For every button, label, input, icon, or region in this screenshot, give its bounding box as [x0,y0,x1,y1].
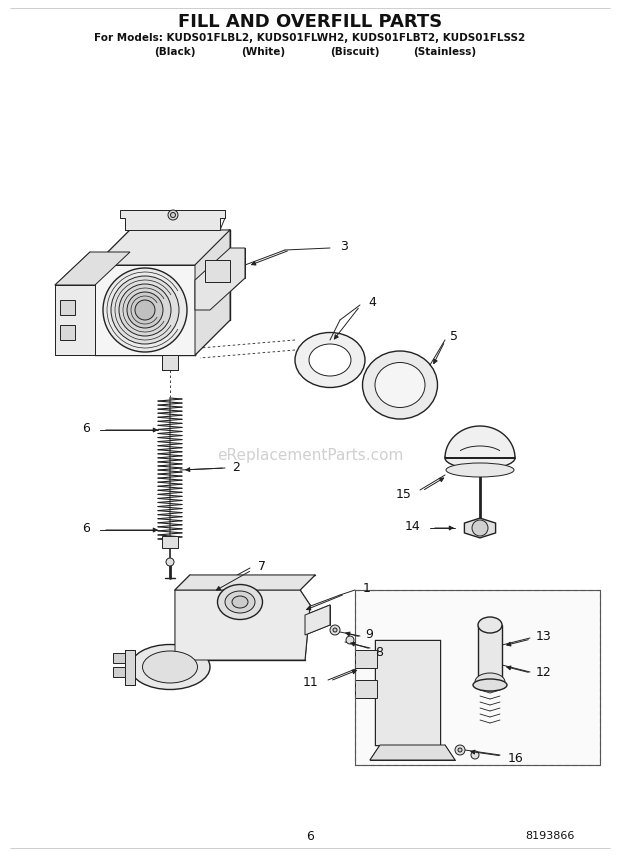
Polygon shape [120,210,225,230]
Text: 13: 13 [536,629,552,643]
Circle shape [455,745,465,755]
Text: 11: 11 [303,675,318,688]
Text: 2: 2 [232,461,240,473]
Polygon shape [55,252,130,285]
Text: 8: 8 [375,645,383,658]
Polygon shape [175,590,310,660]
Circle shape [119,284,171,336]
Text: (Stainless): (Stainless) [414,47,477,57]
Circle shape [330,625,340,635]
Ellipse shape [475,673,505,691]
Text: (Black): (Black) [154,47,196,57]
Circle shape [471,751,479,759]
Circle shape [135,300,155,320]
Polygon shape [95,265,195,355]
Polygon shape [375,640,440,745]
Circle shape [127,292,163,328]
Text: 14: 14 [404,520,420,532]
Polygon shape [175,575,315,590]
Polygon shape [195,248,245,310]
Text: 15: 15 [396,488,412,501]
Text: FILL AND OVERFILL PARTS: FILL AND OVERFILL PARTS [178,13,442,31]
Polygon shape [464,518,495,538]
Circle shape [458,748,462,752]
Text: 3: 3 [340,240,348,253]
Circle shape [346,636,354,644]
Polygon shape [125,650,135,685]
Ellipse shape [309,344,351,376]
Circle shape [170,212,175,217]
Polygon shape [195,230,230,355]
Text: 5: 5 [450,330,458,342]
Polygon shape [445,426,515,458]
Ellipse shape [473,679,507,691]
Ellipse shape [232,596,248,608]
FancyBboxPatch shape [355,590,600,765]
Ellipse shape [143,651,198,683]
Text: (Biscuit): (Biscuit) [330,47,379,57]
Ellipse shape [375,362,425,407]
Polygon shape [55,285,95,355]
Polygon shape [95,230,230,265]
Circle shape [103,268,187,352]
Text: 1: 1 [363,581,371,595]
FancyBboxPatch shape [355,650,377,668]
Text: eReplacementParts.com: eReplacementParts.com [217,448,403,462]
Circle shape [111,276,179,344]
FancyBboxPatch shape [113,667,125,677]
Ellipse shape [445,447,515,469]
Polygon shape [370,745,455,760]
Circle shape [166,558,174,566]
Text: 12: 12 [536,667,552,680]
Circle shape [472,520,488,536]
Text: For Models: KUDS01FLBL2, KUDS01FLWH2, KUDS01FLBT2, KUDS01FLSS2: For Models: KUDS01FLBL2, KUDS01FLWH2, KU… [94,33,526,43]
Ellipse shape [478,617,502,633]
FancyBboxPatch shape [478,625,502,680]
Ellipse shape [225,591,255,613]
FancyBboxPatch shape [60,325,75,340]
Circle shape [333,628,337,632]
FancyBboxPatch shape [355,680,377,698]
Text: 6: 6 [306,829,314,842]
Polygon shape [162,355,178,370]
Text: 7: 7 [258,560,266,573]
Ellipse shape [218,585,262,620]
Circle shape [168,210,178,220]
FancyBboxPatch shape [205,260,230,282]
Text: (White): (White) [241,47,285,57]
Ellipse shape [446,463,514,477]
Text: 6: 6 [82,421,90,435]
Text: 6: 6 [82,521,90,534]
Text: 9: 9 [365,627,373,640]
FancyBboxPatch shape [162,536,178,548]
Ellipse shape [295,332,365,388]
Text: 16: 16 [508,752,524,764]
FancyBboxPatch shape [60,300,75,315]
Ellipse shape [363,351,438,419]
FancyBboxPatch shape [113,653,125,663]
Polygon shape [305,605,330,635]
Text: 4: 4 [368,295,376,308]
Text: 8193866: 8193866 [525,831,575,841]
Ellipse shape [130,645,210,689]
